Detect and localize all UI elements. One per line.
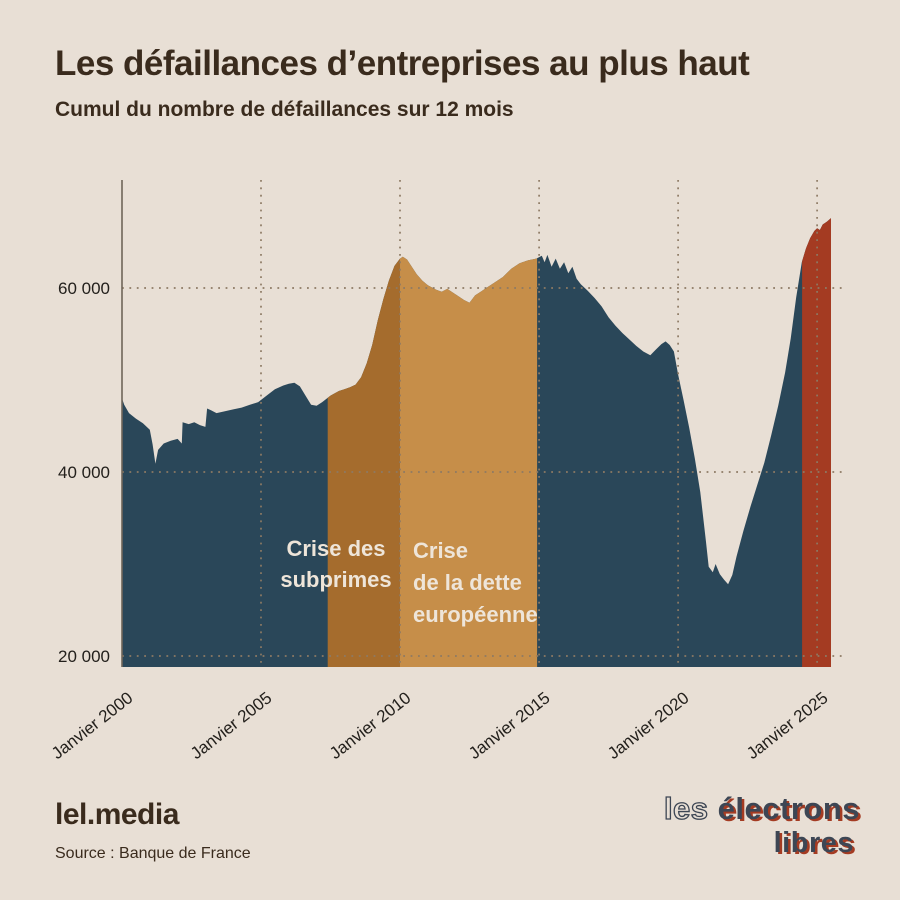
page-title: Les défaillances d’entreprises au plus h… bbox=[55, 44, 750, 83]
les-electrons-libres-logo: les électrons libres bbox=[600, 790, 860, 859]
logo-line-1: les électrons bbox=[600, 790, 860, 827]
x-tick-label-2005: Janvier 2005 bbox=[187, 688, 275, 763]
logo-libres-text: libres bbox=[773, 826, 854, 859]
logo-les-outline-text: les bbox=[663, 790, 718, 826]
x-tick-label-2000: Janvier 2000 bbox=[48, 688, 136, 763]
page-subtitle: Cumul du nombre de défaillances sur 12 m… bbox=[55, 98, 514, 121]
source-credit: Source : Banque de France bbox=[55, 845, 251, 862]
logo-electrons-text: électrons bbox=[717, 791, 860, 826]
band-label-crise-de-la-dette-europeenne: Crise de la dette européenne bbox=[413, 538, 538, 627]
y-tick-label-20000: 20 000 bbox=[58, 647, 110, 666]
band-label-crise-des-subprimes: Crise des subprimes bbox=[280, 536, 391, 592]
x-tick-label-2010: Janvier 2010 bbox=[326, 688, 414, 763]
x-tick-label-2025: Janvier 2025 bbox=[743, 688, 831, 763]
brand-lel-media: lel.media bbox=[55, 798, 179, 831]
x-tick-label-2015: Janvier 2015 bbox=[465, 688, 553, 763]
band-crise-des-subprimes bbox=[327, 218, 400, 667]
band-record-2024-2025 bbox=[802, 218, 831, 667]
y-tick-label-40000: 40 000 bbox=[58, 463, 110, 482]
y-tick-label-60000: 60 000 bbox=[58, 279, 110, 298]
x-tick-label-2020: Janvier 2020 bbox=[604, 688, 692, 763]
